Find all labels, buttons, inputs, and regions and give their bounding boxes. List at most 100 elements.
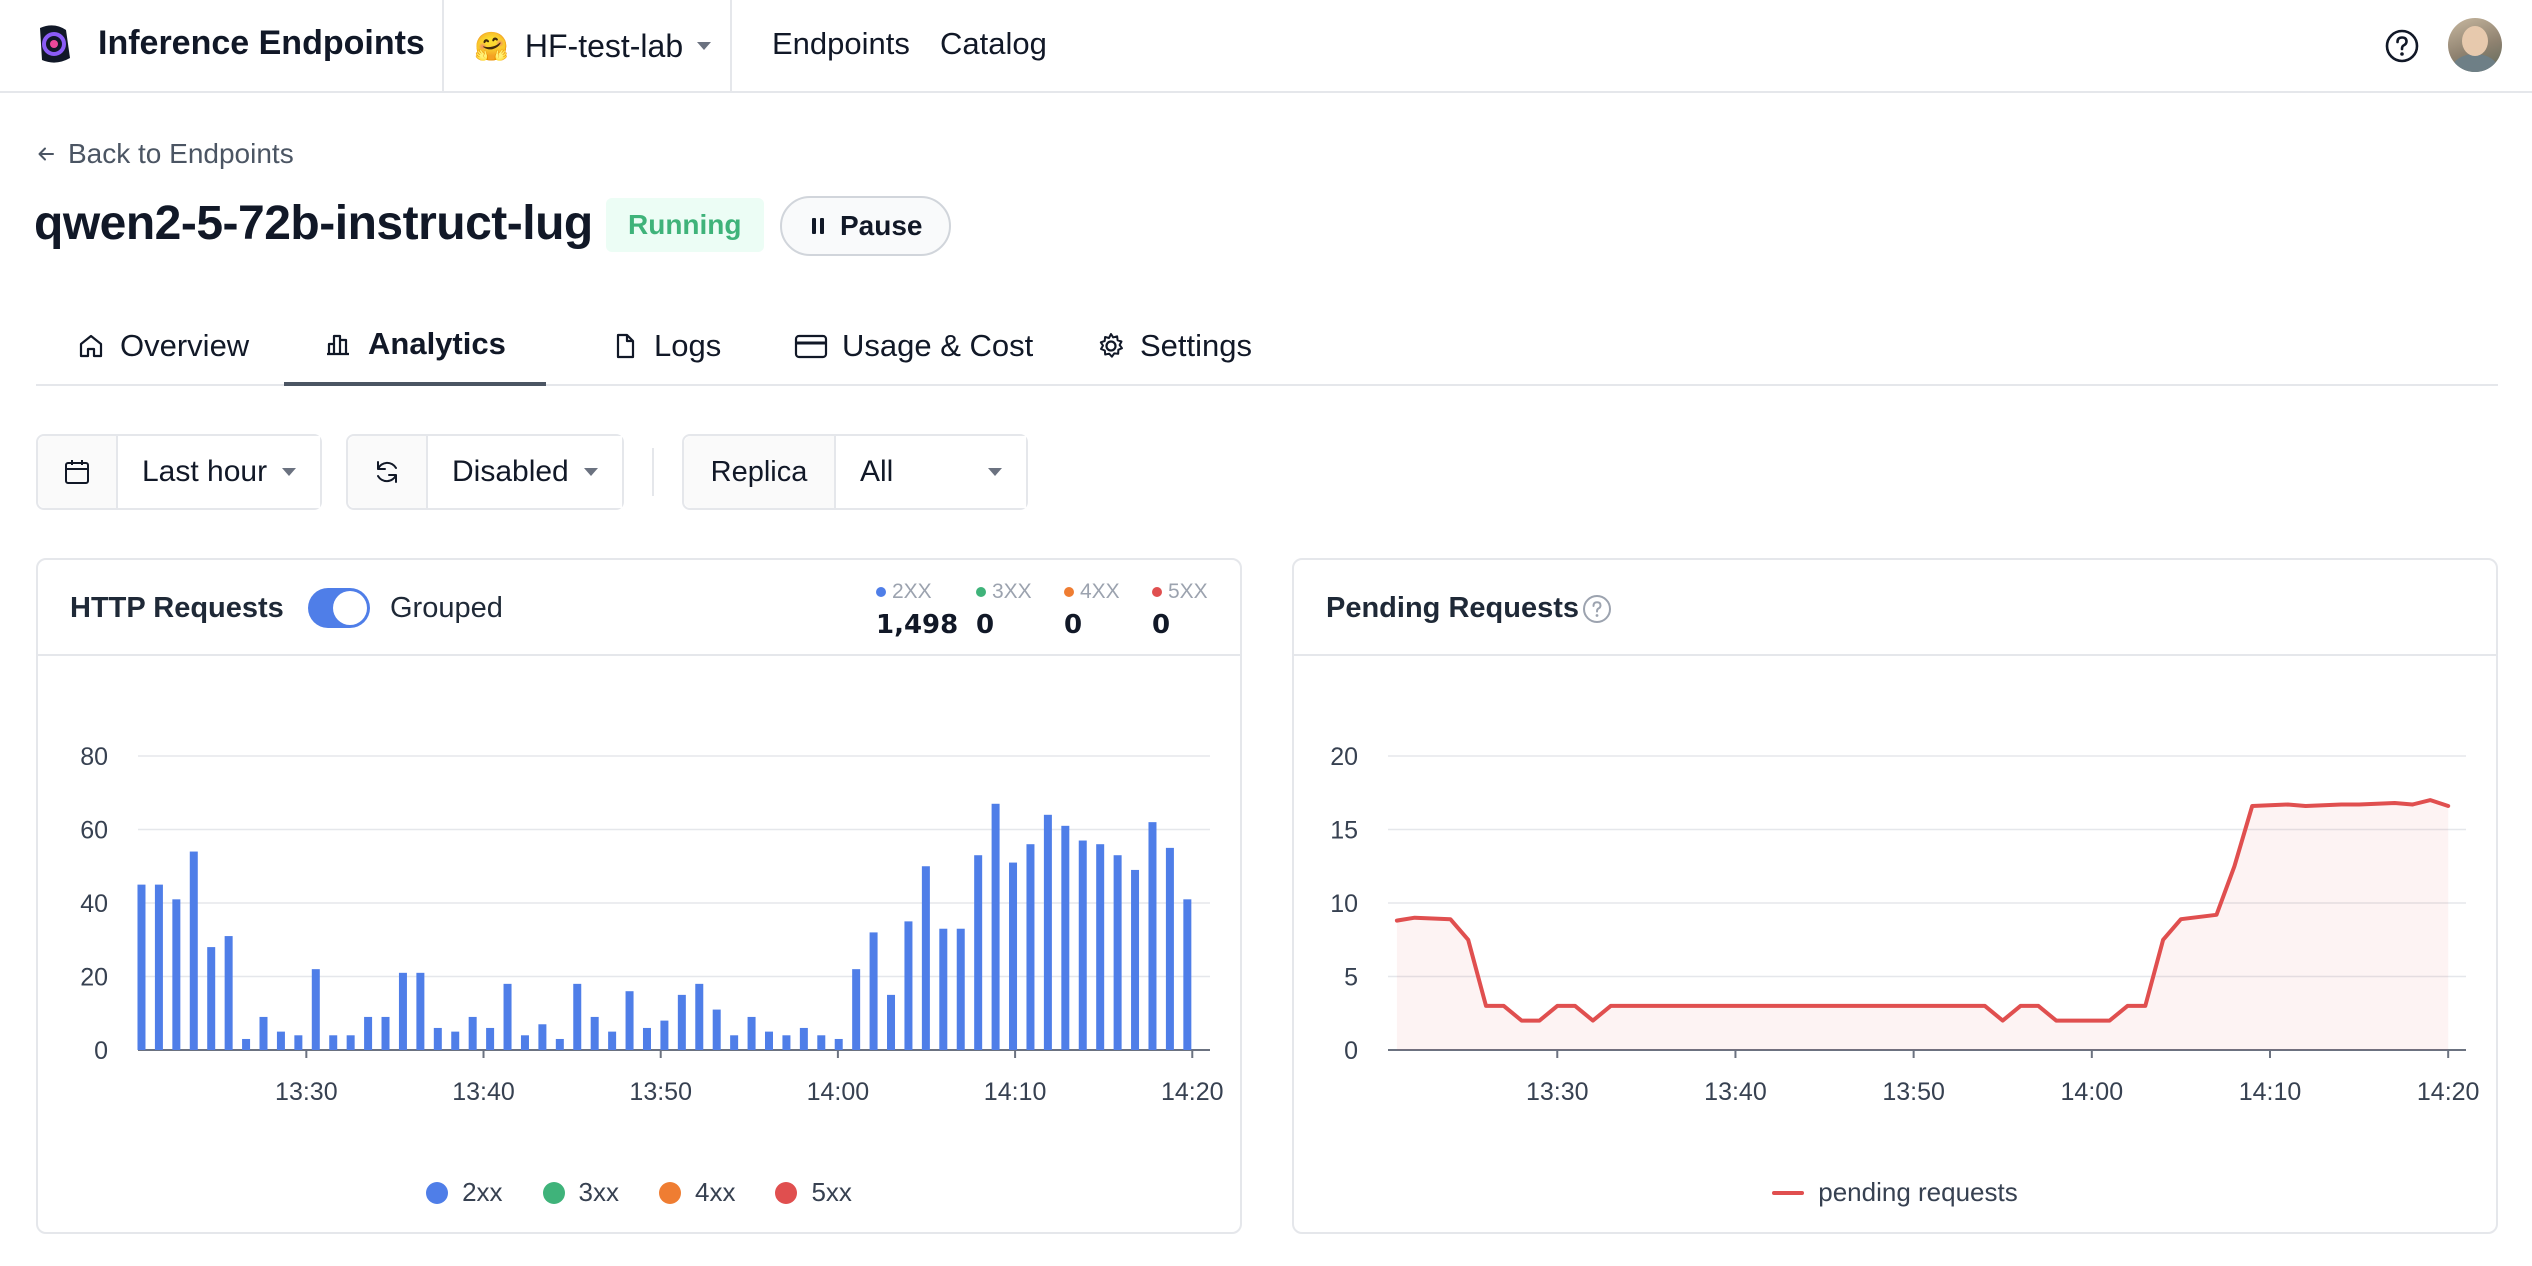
bar-2xx [642, 1027, 651, 1050]
replica-select[interactable]: All [836, 436, 1026, 508]
bar-2xx [817, 1035, 826, 1050]
back-to-endpoints-link[interactable]: Back to Endpoints [36, 138, 294, 170]
y-tick-label: 0 [94, 1037, 108, 1065]
tab-analytics[interactable]: Analytics [284, 306, 546, 386]
card-title: Pending Requests [1326, 592, 1579, 624]
status-dot [876, 587, 886, 597]
refresh-filter: Disabled [346, 434, 624, 510]
bar-2xx [730, 1035, 739, 1050]
chevron-down-icon [584, 468, 598, 476]
tab-usage-cost[interactable]: Usage & Cost [754, 306, 1073, 386]
replica-value: All [860, 455, 894, 488]
file-icon [616, 333, 635, 359]
stat-2xx: 2XX 1,498 [876, 580, 958, 640]
x-tick-label: 14:20 [2417, 1078, 2480, 1106]
y-tick-label: 60 [80, 817, 108, 845]
stat-3xx: 3XX 0 [976, 580, 1032, 640]
legend-item-4xx[interactable]: 4xx [659, 1177, 735, 1208]
status-dot [976, 587, 986, 597]
bar-2xx [677, 994, 686, 1050]
legend-item-pending-requests[interactable]: pending requests [1772, 1177, 2018, 1208]
bar-2xx [259, 1016, 268, 1050]
refresh-icon [377, 461, 397, 483]
pause-icon [812, 218, 824, 234]
bar-2xx [137, 884, 146, 1050]
bar-2xx [921, 866, 930, 1050]
tab-overview[interactable]: Overview [36, 306, 289, 386]
tab-settings[interactable]: Settings [1056, 306, 1292, 386]
bar-2xx [1026, 844, 1035, 1050]
inference-endpoints-logo-icon[interactable] [32, 22, 76, 66]
tab-logs[interactable]: Logs [570, 306, 761, 386]
bar-2xx [573, 983, 582, 1050]
bar-2xx [782, 1035, 791, 1050]
grouped-toggle[interactable] [308, 588, 370, 628]
bar-chart-icon [327, 334, 349, 356]
pending-requests-card: Pending Requests 0 5 10 15 20 13:30 13:40 13:50… [1292, 558, 2498, 1234]
refresh-button[interactable] [348, 436, 428, 508]
http-requests-card: HTTP Requests Grouped 2XX 1,498 3XX 0 4X… [36, 558, 1242, 1234]
bar-2xx [346, 1035, 355, 1050]
x-tick-label: 14:00 [807, 1078, 870, 1106]
bar-2xx [172, 899, 181, 1050]
legend-item-3xx[interactable]: 3xx [542, 1177, 619, 1208]
refresh-value: Disabled [452, 455, 569, 488]
bar-2xx [311, 969, 320, 1050]
http-requests-chart: 0 20 40 60 80 13:30 13:40 13:50 14:00 14:10 14:20 [80, 743, 1224, 1106]
nav-endpoints[interactable]: Endpoints [772, 26, 910, 61]
credit-card-icon [794, 334, 828, 359]
user-avatar[interactable] [2448, 18, 2502, 72]
org-avatar-icon: 🤗 [474, 30, 509, 62]
bar-2xx [1078, 840, 1087, 1050]
info-icon[interactable] [1582, 594, 1612, 624]
bar-2xx [799, 1027, 808, 1050]
x-tick-label: 13:30 [1526, 1078, 1589, 1106]
bar-2xx [381, 1016, 390, 1050]
x-tick-label: 13:50 [1882, 1078, 1945, 1106]
x-tick-label: 14:20 [1161, 1078, 1224, 1106]
bar-2xx [764, 1031, 773, 1050]
legend-item-5xx[interactable]: 5xx [775, 1177, 852, 1208]
bar-2xx [329, 1035, 338, 1050]
pause-button[interactable]: Pause [780, 196, 951, 256]
y-tick-label: 10 [1330, 890, 1358, 918]
bar-2xx [503, 983, 512, 1050]
time-range-value: Last hour [142, 455, 268, 488]
divider [652, 448, 654, 496]
bar-2xx [1131, 869, 1140, 1050]
app-title[interactable]: Inference Endpoints [98, 24, 425, 62]
help-icon[interactable] [2384, 28, 2420, 64]
legend-item-2xx[interactable]: 2xx [426, 1177, 503, 1208]
status-badge: Running [606, 198, 764, 252]
divider [442, 0, 444, 91]
bar-2xx [887, 994, 896, 1050]
time-range-select[interactable]: Last hour [118, 436, 320, 508]
tab-label: Logs [654, 328, 722, 363]
calendar-button[interactable] [38, 436, 118, 508]
bar-2xx [486, 1027, 495, 1050]
bar-2xx [189, 851, 198, 1050]
bar-2xx [224, 936, 233, 1050]
refresh-interval-select[interactable]: Disabled [428, 436, 622, 508]
bar-2xx [834, 1038, 843, 1050]
org-switcher[interactable]: 🤗 HF-test-lab [474, 24, 712, 68]
bar-2xx [869, 932, 878, 1050]
stat-label: 4XX [1080, 580, 1120, 603]
stat-value: 0 [1152, 610, 1171, 640]
y-tick-label: 20 [80, 964, 108, 992]
bar-2xx [364, 1016, 373, 1050]
stat-value: 1,498 [876, 610, 959, 640]
org-name: HF-test-lab [524, 27, 684, 64]
calendar-icon [65, 460, 89, 484]
x-tick-label: 14:10 [984, 1078, 1047, 1106]
arrow-left-icon [38, 147, 54, 161]
tab-label: Settings [1140, 328, 1253, 363]
bar-2xx [1061, 825, 1070, 1050]
bar-2xx [1165, 847, 1174, 1050]
y-tick-label: 80 [80, 743, 108, 771]
home-icon [79, 334, 103, 358]
chevron-down-icon [282, 468, 296, 476]
bar-2xx [538, 1024, 547, 1050]
nav-catalog[interactable]: Catalog [940, 26, 1047, 61]
bar-2xx [956, 928, 965, 1050]
